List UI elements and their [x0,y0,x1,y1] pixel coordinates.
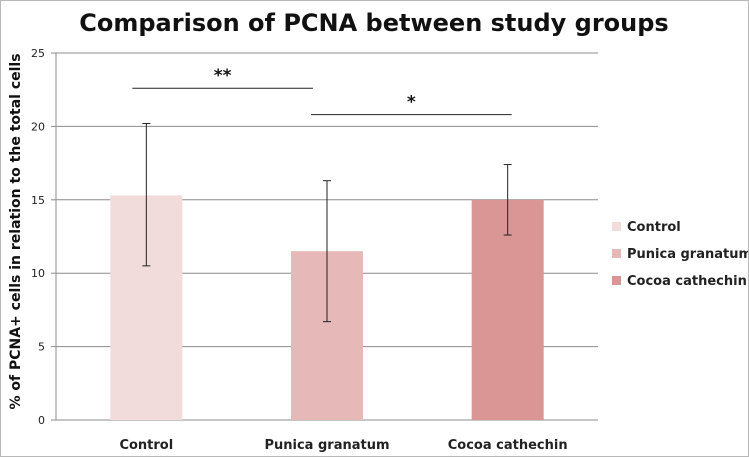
y-axis-ticks: 0 5 10 15 20 25 [31,47,56,427]
x-tick-label: Punica granatum [264,438,389,453]
legend-swatch-3 [612,276,621,285]
chart-title: Comparison of PCNA between study groups [79,9,668,37]
y-tick-label: 15 [31,194,45,207]
error-bars [142,122,512,323]
legend-swatch-1 [612,222,621,231]
x-axis-categories: Control Punica granatum Cocoa cathechin [119,438,567,453]
y-tick-label: 5 [38,341,45,354]
bars [110,195,544,420]
significance-label: ** [214,66,232,86]
significance-markers: *** [132,66,512,116]
y-tick-label: 0 [38,414,45,427]
legend-label: Punica granatum [627,247,748,262]
bar-3 [471,199,544,420]
x-tick-label: Control [119,438,173,453]
y-tick-label: 20 [31,120,45,133]
y-tick-label: 10 [31,267,45,280]
legend-label: Cocoa cathechin [627,274,747,289]
y-tick-label: 25 [31,47,45,60]
legend-label: Control [627,220,681,235]
significance-label: * [407,93,416,113]
legend-swatch-2 [612,249,621,258]
y-axis-label: % of PCNA+ cells in relation to the tota… [8,53,24,409]
legend: Control Punica granatum Cocoa cathechin [612,220,748,289]
x-tick-label: Cocoa cathechin [448,438,568,453]
